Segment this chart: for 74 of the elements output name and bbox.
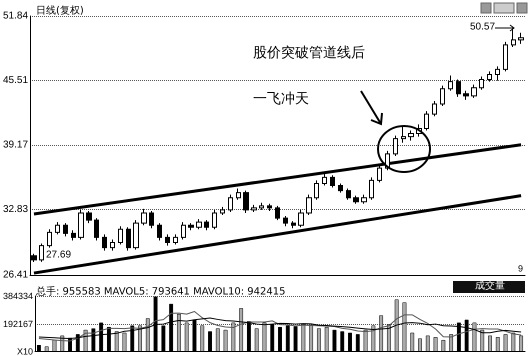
candlestick — [39, 243, 44, 262]
chart-title: 总手: 955583 MAVOL5: 793641 MAVOL10: 942415 — [35, 286, 286, 298]
candlestick — [448, 74, 453, 92]
candlestick — [204, 220, 209, 231]
annotation: 一飞冲天 — [253, 91, 309, 107]
y-tick-label: 51.84 — [2, 10, 28, 22]
candlestick — [393, 135, 398, 156]
y-tick-label: 39.17 — [2, 140, 28, 151]
candlestick — [157, 222, 162, 241]
y-tick-label: 32.83 — [2, 204, 28, 216]
candlestick — [353, 195, 359, 204]
candlestick — [503, 41, 508, 72]
candlestick — [463, 90, 469, 100]
candlestick — [275, 205, 280, 221]
candlestick — [369, 176, 374, 200]
candlestick — [236, 188, 241, 200]
annotation: 9 — [518, 264, 524, 274]
candlestick — [377, 164, 382, 183]
candlestick — [471, 84, 477, 98]
candlestick — [133, 220, 139, 250]
candlestick — [518, 32, 524, 44]
candlestick — [259, 202, 264, 210]
candlestick — [440, 85, 445, 107]
annotation: 股价突破管道线后 — [253, 45, 365, 61]
candlestick — [86, 210, 92, 224]
candlestick — [283, 216, 288, 227]
chart-title: 日线(复权) — [36, 4, 84, 16]
candlestick — [188, 222, 194, 231]
candlestick — [424, 110, 429, 131]
y-tick-label: 45.51 — [2, 74, 28, 86]
candlestick — [228, 194, 233, 212]
y-tick-label: 26.41 — [2, 270, 28, 280]
candlestick — [487, 70, 492, 82]
candlestick — [432, 100, 437, 117]
candlestick — [251, 204, 257, 212]
candlestick — [181, 222, 186, 240]
candlestick — [47, 228, 52, 248]
candlestick — [55, 222, 60, 235]
candlestick — [220, 206, 225, 216]
candlestick — [94, 218, 99, 241]
annotation: 50.57 — [470, 22, 496, 32]
candlestick — [71, 230, 76, 241]
candlestick — [212, 209, 217, 230]
candlestick — [346, 188, 351, 200]
candlestick — [298, 209, 304, 228]
candlestick — [479, 76, 484, 90]
candlestick — [126, 226, 131, 252]
candlestick — [495, 66, 500, 82]
candlestick — [314, 180, 319, 200]
candlestick — [196, 218, 202, 230]
candlestick — [322, 172, 327, 186]
candlestick — [291, 220, 296, 229]
annotation: 27.69 — [46, 250, 72, 260]
candlestick — [330, 174, 335, 188]
y-tick-label: X10 — [17, 346, 34, 356]
candlestick — [110, 238, 115, 252]
candlestick — [456, 79, 461, 98]
candlestick — [401, 126, 406, 144]
candlestick — [149, 210, 154, 229]
candlestick — [243, 190, 249, 214]
candlestick — [141, 208, 147, 226]
candlestick — [173, 234, 178, 246]
candlestick — [408, 130, 414, 142]
candlestick — [338, 182, 343, 194]
y-tick-label: 384334 — [2, 291, 34, 301]
candlestick — [118, 226, 123, 246]
candlestick — [267, 203, 272, 212]
candlestick — [306, 194, 312, 216]
y-tick-label: 192167 — [2, 318, 34, 329]
candlestick — [102, 234, 107, 252]
line-series — [38, 311, 522, 342]
candlestick — [63, 222, 68, 237]
candlestick — [165, 234, 170, 246]
candlestick — [361, 194, 367, 204]
